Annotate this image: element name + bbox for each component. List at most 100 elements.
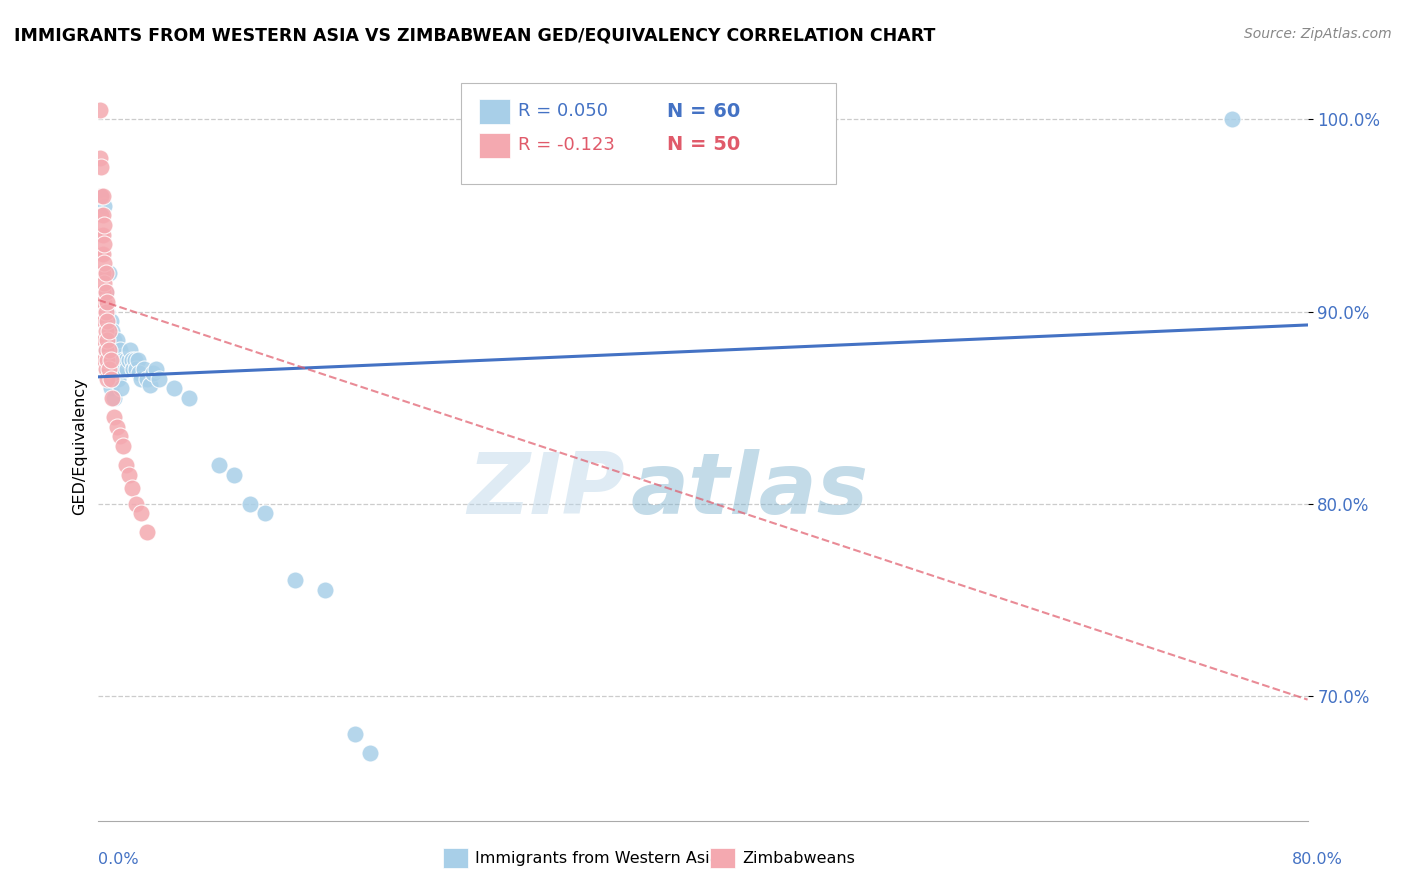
Point bbox=[96, 294, 118, 309]
Point bbox=[111, 439, 134, 453]
Point bbox=[93, 294, 115, 309]
Point bbox=[91, 209, 114, 223]
Point bbox=[121, 481, 143, 495]
Point bbox=[98, 343, 121, 357]
Point bbox=[118, 467, 141, 482]
Point bbox=[91, 266, 114, 280]
Point bbox=[98, 352, 121, 367]
Text: atlas: atlas bbox=[630, 450, 869, 533]
Point bbox=[91, 266, 114, 280]
Text: Source: ZipAtlas.com: Source: ZipAtlas.com bbox=[1244, 27, 1392, 41]
Point bbox=[145, 362, 167, 376]
Point bbox=[239, 497, 262, 511]
Point bbox=[101, 324, 124, 338]
Point bbox=[89, 151, 111, 165]
Point bbox=[224, 467, 246, 482]
Point bbox=[135, 372, 157, 386]
Point bbox=[128, 366, 150, 380]
Point bbox=[139, 377, 162, 392]
Point bbox=[120, 343, 142, 357]
Point bbox=[104, 343, 127, 357]
Point bbox=[94, 304, 117, 318]
Point bbox=[96, 352, 118, 367]
Point bbox=[93, 237, 115, 252]
Text: N = 60: N = 60 bbox=[666, 102, 740, 120]
Point bbox=[103, 410, 125, 425]
Text: ZIP: ZIP bbox=[467, 450, 624, 533]
Point bbox=[100, 314, 122, 328]
Point bbox=[90, 161, 112, 175]
Point bbox=[101, 352, 124, 367]
Point bbox=[91, 304, 114, 318]
Point bbox=[163, 381, 186, 395]
Point bbox=[96, 362, 118, 376]
Point bbox=[94, 324, 117, 338]
Point bbox=[98, 324, 121, 338]
Point bbox=[1220, 112, 1243, 127]
Point bbox=[100, 352, 122, 367]
Point bbox=[94, 285, 117, 300]
Point bbox=[344, 727, 367, 741]
Point bbox=[114, 458, 136, 473]
Point bbox=[284, 574, 307, 588]
Point bbox=[101, 391, 124, 405]
Point bbox=[135, 525, 157, 540]
Point bbox=[89, 103, 111, 117]
Point bbox=[90, 227, 112, 242]
Point bbox=[103, 391, 125, 405]
Point bbox=[360, 747, 382, 761]
Point bbox=[93, 256, 115, 270]
Point bbox=[115, 362, 138, 376]
Point bbox=[91, 227, 114, 242]
Point bbox=[118, 352, 141, 367]
Point bbox=[179, 391, 201, 405]
Point bbox=[110, 362, 132, 376]
Point bbox=[90, 266, 112, 280]
FancyBboxPatch shape bbox=[479, 99, 509, 124]
Point bbox=[129, 506, 152, 520]
Text: IMMIGRANTS FROM WESTERN ASIA VS ZIMBABWEAN GED/EQUIVALENCY CORRELATION CHART: IMMIGRANTS FROM WESTERN ASIA VS ZIMBABWE… bbox=[14, 27, 935, 45]
Point bbox=[132, 362, 155, 376]
Point bbox=[96, 334, 118, 348]
Point bbox=[125, 497, 148, 511]
Point bbox=[96, 304, 118, 318]
Point bbox=[94, 343, 117, 357]
Text: R = -0.123: R = -0.123 bbox=[517, 136, 614, 153]
Point bbox=[142, 366, 165, 380]
Point bbox=[111, 352, 134, 367]
Point bbox=[90, 209, 112, 223]
Point bbox=[105, 334, 128, 348]
Point bbox=[108, 343, 131, 357]
Point bbox=[93, 276, 115, 290]
Point bbox=[112, 362, 135, 376]
Text: 80.0%: 80.0% bbox=[1292, 852, 1343, 867]
Point bbox=[94, 266, 117, 280]
Point bbox=[125, 362, 148, 376]
Text: Immigrants from Western Asia: Immigrants from Western Asia bbox=[475, 851, 720, 865]
Text: N = 50: N = 50 bbox=[666, 136, 740, 154]
Point bbox=[94, 343, 117, 357]
Y-axis label: GED/Equivalency: GED/Equivalency bbox=[72, 377, 87, 515]
Point bbox=[96, 314, 118, 328]
Point bbox=[108, 429, 131, 443]
Point bbox=[98, 324, 121, 338]
Point bbox=[94, 314, 117, 328]
Point bbox=[93, 218, 115, 232]
Point bbox=[105, 362, 128, 376]
Text: 0.0%: 0.0% bbox=[98, 852, 139, 867]
Point bbox=[100, 352, 122, 367]
Text: R = 0.050: R = 0.050 bbox=[517, 102, 607, 120]
Point bbox=[94, 362, 117, 376]
Point bbox=[148, 372, 170, 386]
FancyBboxPatch shape bbox=[479, 133, 509, 158]
Point bbox=[110, 381, 132, 395]
Point bbox=[94, 285, 117, 300]
Point bbox=[91, 247, 114, 261]
Point bbox=[129, 372, 152, 386]
FancyBboxPatch shape bbox=[461, 83, 837, 184]
Point bbox=[105, 419, 128, 434]
Point bbox=[96, 372, 118, 386]
Point bbox=[93, 352, 115, 367]
Point bbox=[93, 334, 115, 348]
Point bbox=[90, 189, 112, 203]
